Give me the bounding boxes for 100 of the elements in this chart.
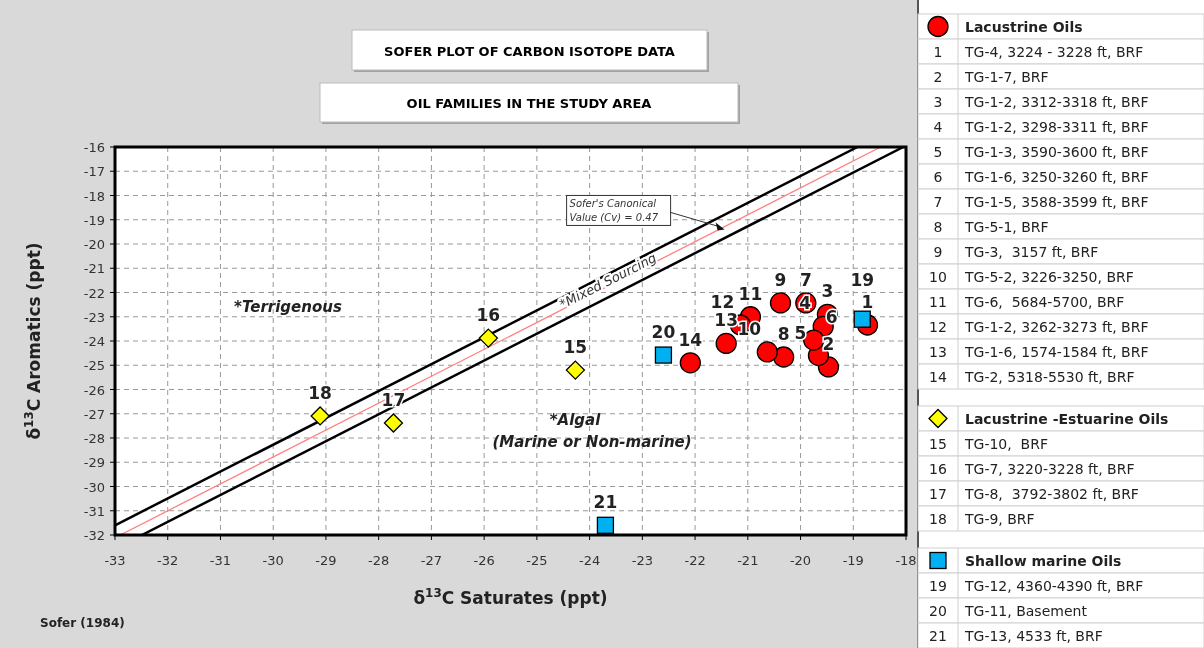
text: 3 — [933, 93, 943, 110]
annotation: 2 — [822, 333, 835, 354]
x-tick-label: -25 — [526, 553, 548, 568]
text: TG-3, 3157 ft, BRF — [964, 243, 1099, 260]
point — [310, 406, 330, 426]
text: 8 — [933, 218, 943, 235]
text: TG-5-2, 3226-3250, BRF — [964, 268, 1134, 285]
text: TG-8, 3792-3802 ft, BRF — [964, 485, 1139, 502]
text: TG-1-2, 3312-3318 ft, BRF — [964, 93, 1149, 110]
text: TG-4, 3224 - 3228 ft, BRF — [964, 43, 1144, 60]
text: 2 — [933, 68, 943, 85]
point — [803, 329, 825, 351]
y-tick-label: -23 — [83, 309, 105, 325]
x-tick-label: -33 — [104, 553, 126, 568]
annotation: 12 — [710, 291, 735, 312]
y-tick-label: -19 — [83, 212, 105, 228]
x-tick-label: -30 — [262, 553, 284, 568]
y-tick-label: -32 — [83, 528, 105, 543]
text: 10 — [929, 268, 947, 285]
y-tick-label: -20 — [83, 237, 105, 252]
point — [565, 360, 586, 380]
annotation: 11 — [738, 283, 763, 304]
annotation: 15 — [563, 337, 588, 358]
x-tick-label: -31 — [209, 553, 232, 568]
point — [596, 516, 615, 534]
x-tick-label: -27 — [420, 553, 443, 568]
annotation: *Terrigenous — [234, 298, 342, 316]
annotation: 8 — [777, 324, 790, 345]
x-tick-label: -23 — [631, 553, 653, 568]
text: 17 — [929, 485, 947, 502]
x-tick-label: -26 — [473, 553, 495, 568]
x-tick-label: -18 — [895, 553, 917, 568]
y-tick-label: -16 — [83, 140, 105, 155]
text: 9 — [933, 243, 943, 260]
x-tick-label: -20 — [789, 553, 812, 568]
x-tick-label: -29 — [315, 553, 337, 568]
text: 13 — [929, 343, 947, 360]
text: TG-1-2, 3262-3273 ft, BRF — [964, 318, 1149, 335]
x-tick-label: -24 — [578, 553, 601, 568]
text: 19 — [929, 577, 947, 594]
annotation: 14 — [678, 329, 703, 350]
chart-title: SOFER PLOT OF CARBON ISOTOPE DATA — [384, 44, 675, 59]
y-tick-label: -24 — [83, 334, 105, 349]
text: TG-11, Basement — [964, 602, 1088, 619]
point — [715, 332, 737, 355]
text: TG-12, 4360-4390 ft, BRF — [964, 577, 1144, 594]
point — [853, 310, 871, 328]
text: 15 — [929, 435, 947, 452]
x-tick-label: -21 — [737, 553, 759, 568]
y-tick-label: -18 — [83, 188, 105, 204]
annotation: *Algal — [549, 411, 602, 429]
text: TG-1-3, 3590-3600 ft, BRF — [964, 143, 1149, 160]
text: Lacustrine -Estuarine Oils — [965, 410, 1169, 427]
x-tick-label: -28 — [368, 553, 390, 568]
text: 20 — [929, 602, 947, 619]
text: 16 — [929, 460, 947, 477]
y-tick-label: -22 — [83, 285, 105, 301]
annotation: 18 — [308, 382, 332, 403]
y-tick-label: -30 — [83, 479, 105, 495]
text: TG-1-6, 3250-3260 ft, BRF — [964, 168, 1149, 185]
text: TG-5-1, BRF — [964, 218, 1049, 235]
x-tick-label: -32 — [157, 553, 179, 568]
y-tick-label: -29 — [83, 455, 105, 471]
text: TG-9, BRF — [964, 510, 1035, 527]
x-tick-label: -22 — [684, 553, 706, 568]
annotation: 5 — [794, 322, 807, 343]
y-tick-label: -26 — [83, 382, 105, 398]
annotation: 7 — [799, 269, 812, 290]
point — [679, 352, 701, 374]
text: TG-1-7, BRF — [964, 68, 1049, 85]
y-tick-label: -17 — [83, 164, 105, 180]
y-tick-label: -28 — [83, 431, 105, 446]
annotation: 20 — [651, 322, 676, 343]
point — [478, 328, 498, 348]
text: Shallow marine Oils — [965, 552, 1122, 569]
x-axis-title: δ$^{13}$C Saturates (ppt) — [413, 586, 608, 608]
annotation: 19 — [850, 270, 875, 291]
text: 7 — [933, 193, 943, 210]
annotation: 10 — [737, 318, 762, 339]
y-tick-label: -31 — [83, 503, 105, 519]
y-tick-label: -21 — [83, 261, 105, 277]
text: 4 — [933, 118, 943, 135]
annotation: Sofer's Canonical Value (Cv) = 0.47 — [569, 198, 659, 224]
point — [769, 292, 792, 314]
text: 6 — [933, 168, 943, 185]
annotation: 1 — [861, 291, 874, 312]
text: TG-6, 5684-5700, BRF — [964, 293, 1125, 310]
text: TG-2, 5318-5530 ft, BRF — [964, 368, 1135, 385]
text: 21 — [929, 627, 947, 644]
text: Lacustrine Oils — [965, 18, 1083, 35]
text: 1 — [933, 43, 943, 60]
annotation: 3 — [821, 281, 834, 302]
text: 11 — [929, 293, 947, 310]
point — [756, 341, 778, 363]
y-tick-label: -27 — [83, 406, 105, 422]
text: TG-1-2, 3298-3311 ft, BRF — [964, 118, 1149, 135]
text: TG-10, BRF — [964, 435, 1049, 452]
text: TG-7, 3220-3228 ft, BRF — [964, 460, 1135, 477]
annotation: 16 — [476, 305, 501, 326]
text: 14 — [929, 368, 947, 385]
